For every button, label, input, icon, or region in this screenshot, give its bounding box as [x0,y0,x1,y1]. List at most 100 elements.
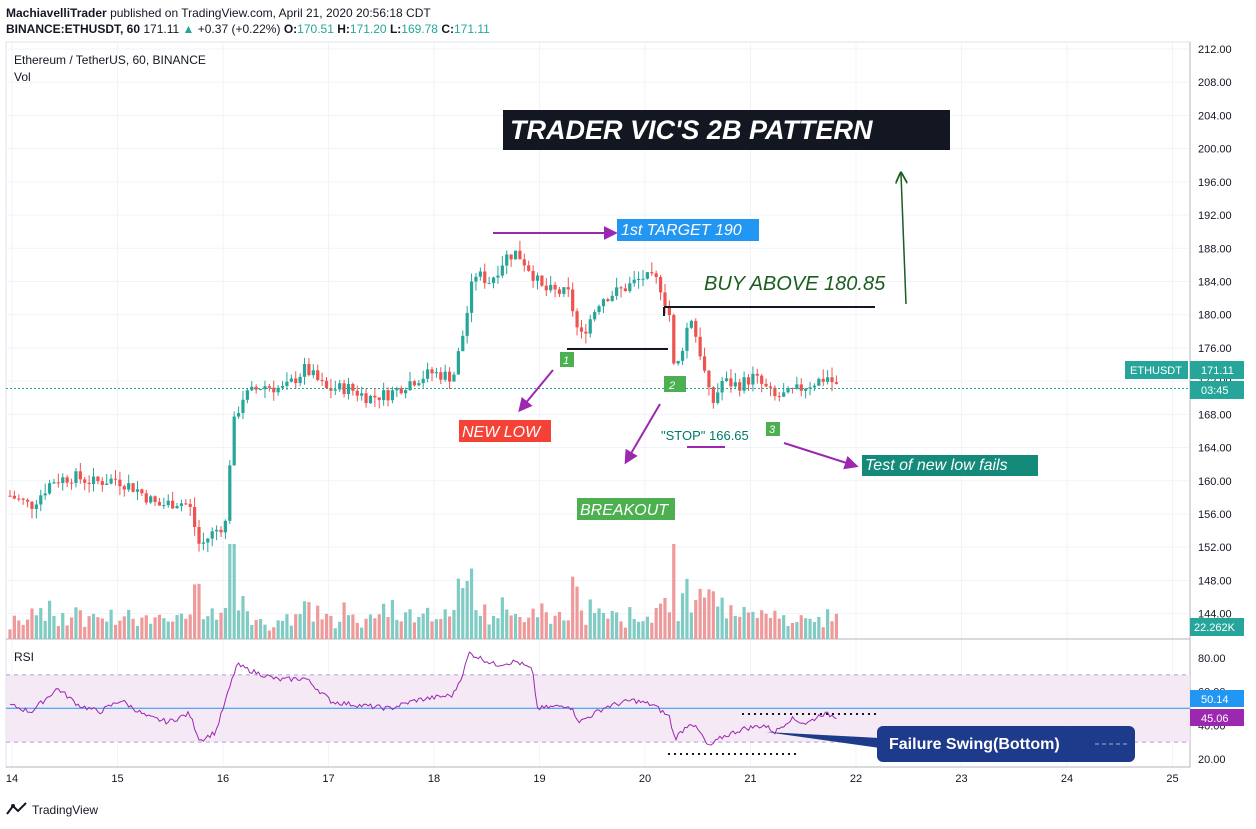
new-low-arrow[interactable] [518,369,554,413]
countdown-badge-text: 03:45 [1201,385,1229,397]
candle-body [795,384,799,389]
stop-label[interactable]: "STOP" 166.65 [661,428,749,443]
volume-bar [316,605,320,639]
candle-body [135,489,140,492]
volume-bar [404,612,408,639]
footer-brand[interactable]: TradingView [6,802,98,818]
candle-body [12,495,16,499]
candle-body [461,335,465,352]
candle-body [386,390,390,401]
time-axis[interactable]: 14 15 16 17 18 19 20 21 22 23 24 25 [6,773,1179,785]
candle-body [593,312,597,320]
volume-bar [263,624,267,639]
candle-body [131,483,135,492]
candle-body [254,386,258,390]
candle-body [804,388,808,391]
candle-body [491,277,496,284]
candle-body [720,380,724,393]
candle-body [575,311,579,328]
candle-body [74,471,78,483]
candle-body [579,327,584,332]
candle-body [808,387,812,389]
marker-2-box[interactable] [664,376,686,392]
volume-bar [812,622,817,639]
candle-body [430,369,434,374]
volume-bar [69,617,74,639]
publish-text: published on TradingView.com, April 21, … [110,6,431,20]
volume-bar [91,613,96,639]
candle-body [263,386,267,390]
volume-bar [377,614,381,639]
volume-bar [206,616,210,639]
target-label-box[interactable] [617,219,759,241]
volume-bar [694,599,698,639]
volume-bar [368,614,373,639]
volume-bar [557,611,562,639]
chart-legend-title: Ethereum / TetherUS, 60, BINANCE [14,53,206,67]
volume-bar [149,623,153,639]
volume-bar [390,599,395,639]
time-tick-label: 14 [6,773,18,785]
candle-body [663,292,667,306]
candle-body [505,254,509,266]
candle-body [272,387,276,393]
change-value: +0.37 (+0.22%) [197,22,281,36]
candle-body [601,299,606,307]
volume-bar [399,621,403,639]
volume-bar [782,615,786,639]
price-tick-label: 192.00 [1198,210,1232,222]
buy-label[interactable]: BUY ABOVE 180.85 [704,273,886,295]
test-label-box[interactable] [862,455,1038,476]
candle-body [826,377,830,382]
candle-body [61,477,65,484]
candle-body [276,387,280,393]
volume-bar [742,606,746,639]
candle-body [549,284,553,291]
candle-body [228,465,232,521]
volume-bars [8,544,839,639]
breakdown-arrow[interactable] [624,403,661,465]
candle-body [562,287,566,294]
marker-1-box[interactable] [560,352,574,367]
volume-bar [716,606,720,639]
volume-bar [320,619,324,639]
candle-body [632,279,636,284]
candle-body [338,383,342,390]
candle-body [434,372,438,374]
breakout-box[interactable] [577,498,675,520]
volume-bar [632,619,636,639]
marker-3-box[interactable] [766,422,780,436]
candle-body [628,283,632,292]
volume-bar [764,613,768,639]
volume-bar [698,588,702,639]
candle-body [320,380,324,382]
candle-body [535,275,540,281]
candle-body [474,276,478,282]
author-name[interactable]: MachiavelliTrader [6,6,107,20]
price-axis[interactable]: 212.00 208.00 204.00 200.00 196.00 192.00 188.… [1198,44,1232,621]
candle-body [817,378,821,386]
up-target-arrow[interactable] [901,174,906,305]
candle-body [171,500,175,509]
pattern-title-box[interactable] [503,110,950,150]
volume-bar [641,621,645,639]
volume-bar [786,625,790,639]
price-tick-label: 152.00 [1198,542,1232,554]
failure-swing-callout[interactable] [877,726,1135,762]
volume-bar [210,608,214,639]
rsi-tick-label: 20.00 [1198,754,1226,766]
open-value: 170.51 [297,22,334,36]
new-low-box[interactable] [459,420,551,442]
test-arrow[interactable] [783,442,859,470]
candle-body [557,289,562,294]
candle-body [522,259,526,266]
candle-body [764,383,768,387]
candle-body [215,529,219,532]
time-tick-label: 25 [1166,773,1178,785]
volume-bar [685,578,689,639]
candle-body [390,390,395,401]
volume-bar [579,610,584,639]
time-tick-label: 23 [955,773,967,785]
candle-body [478,271,482,277]
